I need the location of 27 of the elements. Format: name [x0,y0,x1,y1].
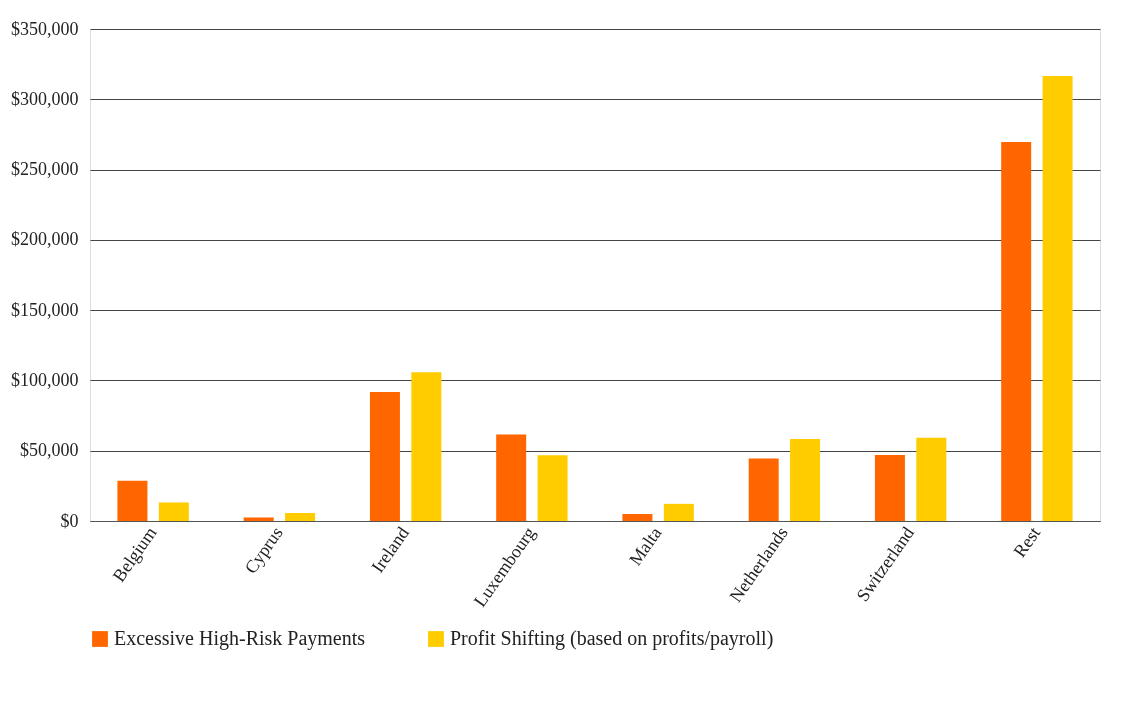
bar [1042,75,1073,521]
y-tick-label: $250,000 [11,159,79,180]
y-tick-label: $0 [60,510,79,531]
y-tick-label: $350,000 [11,18,79,39]
y-tick-label: $300,000 [11,88,79,109]
bar [537,455,568,521]
bar [663,503,694,521]
bar [369,391,400,521]
y-tick-label: $50,000 [20,440,79,461]
bar [916,437,947,521]
y-tick-label: $200,000 [11,229,79,250]
bar [243,517,274,521]
legend-label: Excessive High-Risk Payments [114,627,366,650]
bar [622,513,653,521]
bar [158,502,189,521]
bar [874,455,905,521]
bar [496,434,527,521]
x-tick-label: Rest [1009,523,1045,561]
y-tick-label: $100,000 [11,369,79,390]
bar [285,512,316,521]
bar [1001,142,1032,521]
y-tick-label: $150,000 [11,299,79,320]
bar [790,439,821,521]
legend-label: Profit Shifting (based on profits/payroll) [450,627,774,650]
bar [411,372,442,521]
bar [748,458,779,521]
bar [117,480,148,521]
